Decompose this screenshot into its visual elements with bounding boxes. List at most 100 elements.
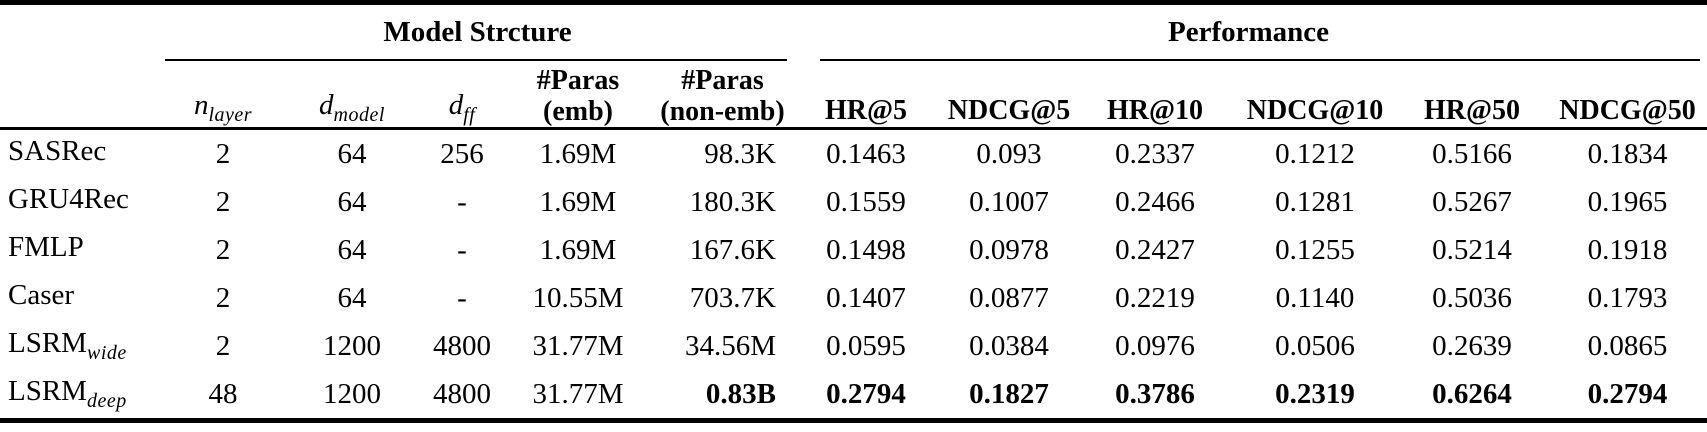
cell-ndcg5: 0.093 bbox=[976, 137, 1042, 170]
cell-n-layer: 2 bbox=[215, 185, 231, 218]
cell-paras-emb: 31.77M bbox=[532, 329, 624, 362]
row-label-base: LSRM bbox=[8, 327, 87, 359]
row-label: GRU4Rec bbox=[0, 178, 165, 226]
model-structure-group-rule bbox=[165, 58, 787, 61]
col-header-d-model: dmodel bbox=[281, 60, 423, 130]
cell-ndcg50: 0.2794 bbox=[1587, 377, 1668, 410]
col-header-paras-non-emb: #Paras (non-emb) bbox=[655, 60, 790, 130]
cell-hr50: 0.6264 bbox=[1432, 377, 1512, 410]
cell-ndcg50: 0.1918 bbox=[1587, 233, 1668, 266]
paras-non-emb-line1: #Paras bbox=[681, 65, 764, 96]
n-layer-subscript: layer bbox=[208, 104, 253, 126]
group-header-row: Model Strcture Performance bbox=[0, 3, 1707, 61]
paras-emb-line2: (emb) bbox=[543, 96, 613, 127]
cell-paras-non-emb: 98.3K bbox=[704, 137, 776, 170]
cell-n-layer: 2 bbox=[215, 281, 231, 314]
column-header-row: nlayer dmodel dff #Paras (emb) #Paras (non… bbox=[0, 60, 1707, 130]
col-header-ndcg5: NDCG@5 bbox=[942, 60, 1076, 130]
cell-ndcg5: 0.1827 bbox=[969, 377, 1049, 410]
cell-d-model: 64 bbox=[337, 233, 367, 266]
cell-hr50: 0.5214 bbox=[1432, 233, 1512, 266]
group-header-performance: Performance bbox=[790, 3, 1707, 61]
row-label-base: GRU4Rec bbox=[8, 183, 129, 215]
cell-hr50: 0.5036 bbox=[1432, 281, 1512, 314]
col-header-ndcg50: NDCG@50 bbox=[1548, 60, 1707, 130]
row-label: LSRMwide bbox=[0, 322, 165, 370]
cell-hr50: 0.5166 bbox=[1432, 137, 1512, 170]
cell-d-ff: - bbox=[457, 281, 467, 314]
row-label-base: Caser bbox=[8, 279, 75, 311]
group-header-model-structure: Model Strcture bbox=[165, 3, 790, 61]
col-header-hr5: HR@5 bbox=[790, 60, 942, 130]
cell-ndcg5: 0.0384 bbox=[969, 329, 1049, 362]
col-header-d-ff: dff bbox=[423, 60, 501, 130]
cell-d-model: 64 bbox=[337, 185, 367, 218]
cell-paras-non-emb: 167.6K bbox=[689, 233, 776, 266]
col-header-hr50: HR@50 bbox=[1396, 60, 1548, 130]
cell-hr50: 0.2639 bbox=[1432, 329, 1512, 362]
paras-non-emb-line2: (non-emb) bbox=[660, 96, 785, 127]
cell-ndcg10: 0.1140 bbox=[1275, 281, 1355, 314]
table-row-lsrm-wide: LSRMwide 2 1200 4800 31.77M 34.56M 0.059… bbox=[0, 322, 1707, 370]
cell-d-ff: - bbox=[457, 185, 467, 218]
col-header-paras-emb: #Paras (emb) bbox=[501, 60, 655, 130]
cell-ndcg10: 0.2319 bbox=[1275, 377, 1355, 410]
results-table: Model Strcture Performance nlayer dmodel… bbox=[0, 0, 1707, 423]
row-label-base: SASRec bbox=[8, 135, 107, 167]
table-row-gru4rec: GRU4Rec 2 64 - 1.69M 180.3K 0.1559 0.100… bbox=[0, 178, 1707, 226]
cell-ndcg50: 0.1965 bbox=[1587, 185, 1668, 218]
cell-ndcg10: 0.1212 bbox=[1275, 137, 1355, 170]
d-model-subscript: model bbox=[333, 104, 385, 126]
table-row-caser: Caser 2 64 - 10.55M 703.7K 0.1407 0.0877… bbox=[0, 274, 1707, 322]
group-header-model-structure-label: Model Strcture bbox=[383, 16, 572, 49]
cell-d-model: 64 bbox=[337, 281, 367, 314]
row-label-base: LSRM bbox=[8, 375, 87, 407]
cell-hr10: 0.2466 bbox=[1115, 185, 1195, 218]
row-label: FMLP bbox=[0, 226, 165, 274]
cell-n-layer: 2 bbox=[215, 329, 231, 362]
cell-hr5: 0.1559 bbox=[826, 185, 906, 218]
cell-n-layer: 48 bbox=[208, 377, 238, 410]
cell-n-layer: 2 bbox=[215, 233, 231, 266]
row-label: LSRMdeep bbox=[0, 370, 165, 421]
col-header-hr10: HR@10 bbox=[1076, 60, 1234, 130]
cell-paras-non-emb: 703.7K bbox=[689, 281, 776, 314]
cell-hr10: 0.2219 bbox=[1115, 281, 1195, 314]
cell-n-layer: 2 bbox=[215, 137, 231, 170]
col-header-ndcg10: NDCG@10 bbox=[1234, 60, 1396, 130]
cell-hr50: 0.5267 bbox=[1432, 185, 1512, 218]
cell-paras-emb: 10.55M bbox=[532, 281, 624, 314]
cell-paras-emb: 1.69M bbox=[539, 185, 617, 218]
col-header-n-layer: nlayer bbox=[165, 60, 281, 130]
cell-d-model: 1200 bbox=[323, 329, 381, 362]
cell-ndcg5: 0.1007 bbox=[969, 185, 1049, 218]
cell-hr10: 0.0976 bbox=[1115, 329, 1195, 362]
d-ff-subscript: ff bbox=[463, 104, 476, 126]
cell-ndcg10: 0.0506 bbox=[1275, 329, 1355, 362]
row-label-subscript: deep bbox=[86, 390, 127, 412]
cell-d-ff: 4800 bbox=[433, 329, 491, 362]
cell-paras-non-emb: 34.56M bbox=[684, 329, 776, 362]
cell-hr5: 0.1407 bbox=[826, 281, 906, 314]
cell-paras-emb: 1.69M bbox=[539, 137, 617, 170]
cell-ndcg10: 0.1281 bbox=[1275, 185, 1355, 218]
cell-hr10: 0.3786 bbox=[1115, 377, 1195, 410]
cell-paras-emb: 1.69M bbox=[539, 233, 617, 266]
cell-d-ff: 256 bbox=[440, 137, 484, 170]
d-model-base: d bbox=[319, 89, 334, 121]
cell-ndcg50: 0.0865 bbox=[1587, 329, 1668, 362]
cell-paras-non-emb: 0.83B bbox=[705, 377, 776, 410]
row-label: Caser bbox=[0, 274, 165, 322]
cell-hr5: 0.2794 bbox=[826, 377, 906, 410]
row-label-base: FMLP bbox=[8, 231, 84, 263]
cell-d-model: 1200 bbox=[323, 377, 381, 410]
cell-ndcg50: 0.1793 bbox=[1587, 281, 1668, 314]
empty-header-cell bbox=[0, 60, 165, 130]
cell-d-model: 64 bbox=[337, 137, 367, 170]
table-row-fmlp: FMLP 2 64 - 1.69M 167.6K 0.1498 0.0978 0… bbox=[0, 226, 1707, 274]
performance-group-rule bbox=[820, 58, 1701, 61]
cell-ndcg10: 0.1255 bbox=[1275, 233, 1355, 266]
table-row-sasrec: SASRec 2 64 256 1.69M 98.3K 0.1463 0.093… bbox=[0, 129, 1707, 179]
cell-hr5: 0.0595 bbox=[826, 329, 906, 362]
